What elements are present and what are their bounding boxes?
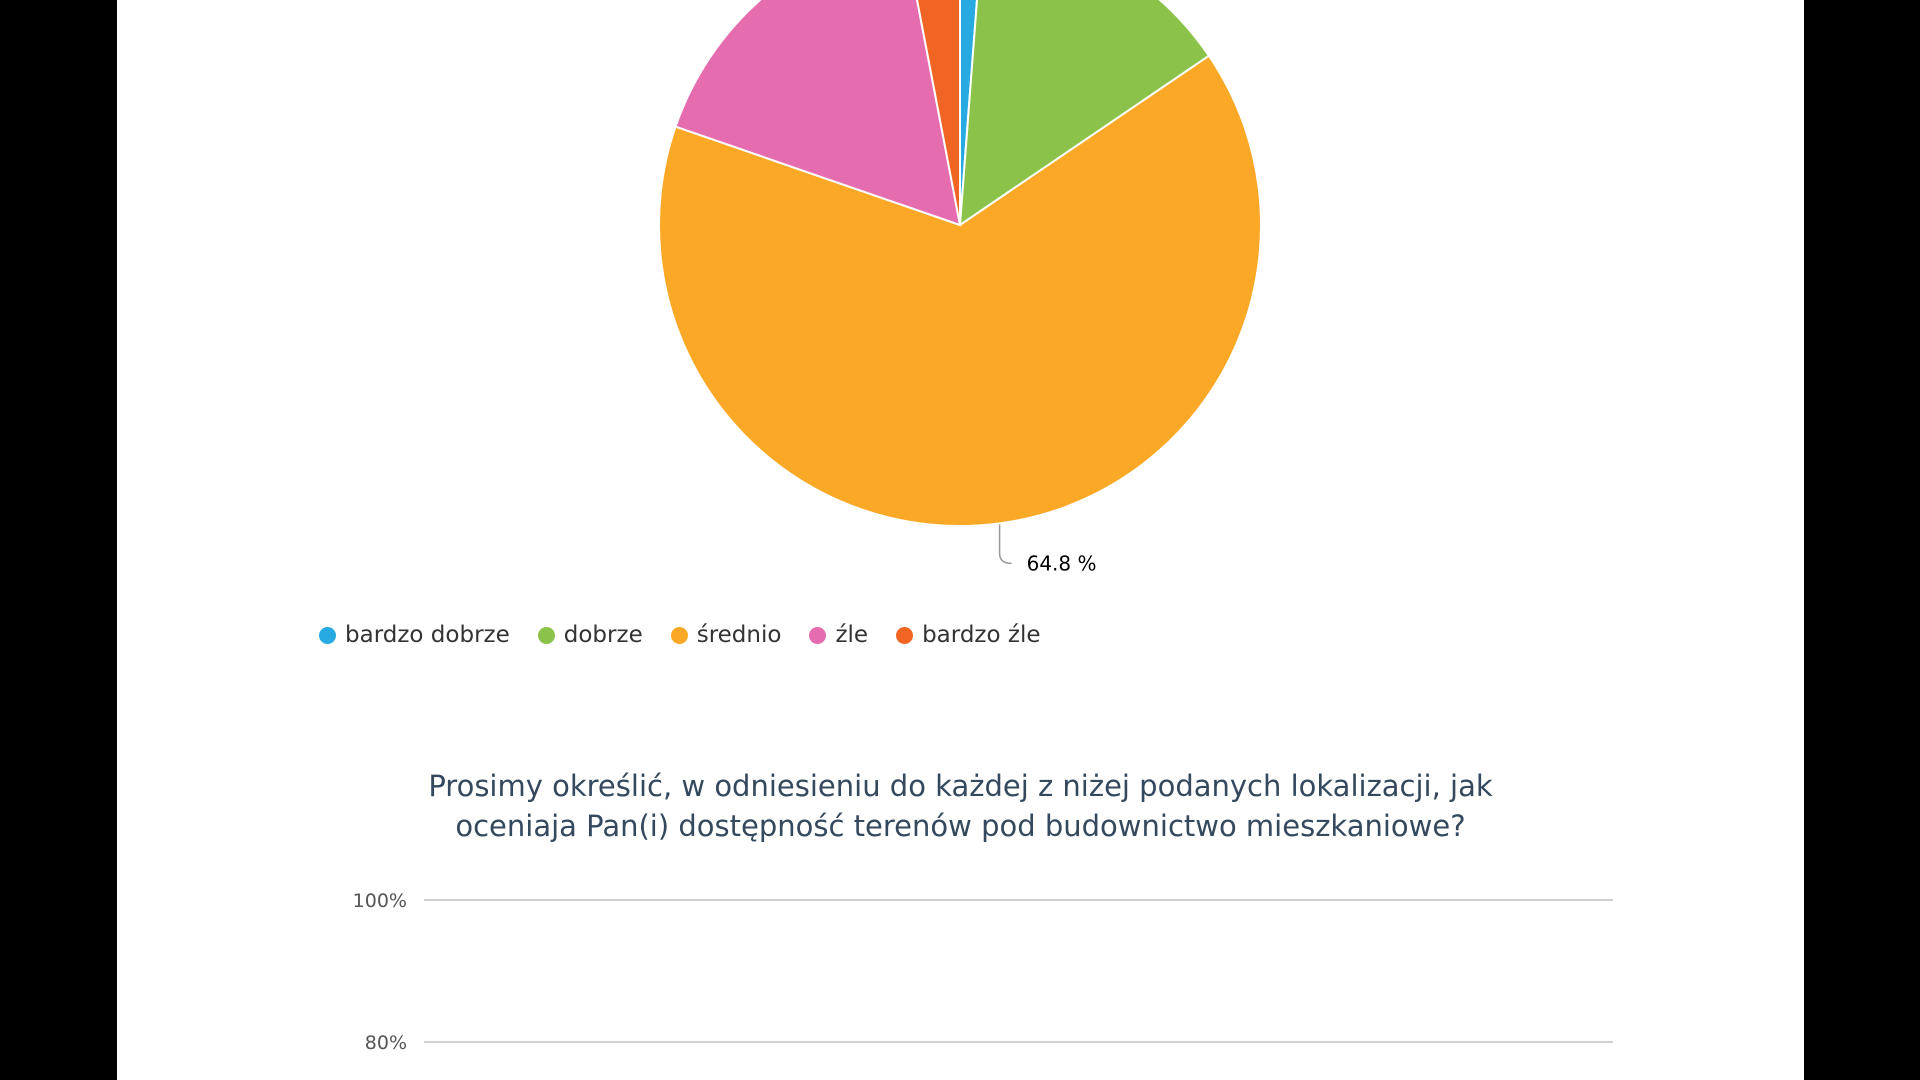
legend-marker-zle bbox=[809, 626, 827, 644]
legend-marker-bardzo-dobrze bbox=[319, 626, 336, 644]
legend-label-bardzo-zle: bardzo źle bbox=[922, 622, 1041, 648]
legend-label-dobrze: dobrze bbox=[563, 622, 643, 648]
bar-chart: 100% 80% bbox=[353, 890, 1613, 1054]
legend-label-bardzo-dobrze: bardzo dobrze bbox=[345, 622, 510, 648]
pie-slice-3[interactable] bbox=[674, 0, 962, 227]
pie-chart: 64.8 % bbox=[658, 0, 1262, 575]
bar-chart-title: Prosimy określić, w odniesieniu do każde… bbox=[117, 766, 1804, 846]
pie-label-connector bbox=[998, 524, 1012, 565]
legend-item-bardzo-dobrze[interactable]: bardzo dobrze bbox=[319, 622, 510, 648]
legend-item-bardzo-zle[interactable]: bardzo źle bbox=[896, 622, 1041, 648]
bar-chart-title-line-2: oceniaja Pan(i) dostępność terenów pod b… bbox=[455, 809, 1466, 843]
pie-legend: bardzo dobrze dobrze średnio źle bardzo … bbox=[319, 620, 1041, 650]
legend-label-srednio: średnio bbox=[696, 622, 782, 648]
report-page: 64.8 % bardzo dobrze dobrze średnio źle … bbox=[117, 0, 1804, 1080]
y-tick-label-0: 100% bbox=[353, 890, 407, 912]
pie-slice-1[interactable] bbox=[958, 0, 1211, 227]
legend-label-zle: źle bbox=[835, 622, 869, 648]
legend-item-srednio[interactable]: średnio bbox=[670, 622, 782, 648]
legend-marker-dobrze bbox=[537, 626, 555, 644]
bar-chart-title-line-1: Prosimy określić, w odniesieniu do każde… bbox=[428, 769, 1493, 803]
legend-item-dobrze[interactable]: dobrze bbox=[537, 622, 643, 648]
legend-item-zle[interactable]: źle bbox=[809, 622, 868, 648]
y-tick-label-1: 80% bbox=[365, 1032, 407, 1054]
pie-slice-4[interactable] bbox=[904, 0, 961, 226]
legend-marker-srednio bbox=[670, 626, 688, 644]
legend-marker-bardzo-zle bbox=[896, 626, 914, 644]
pie-data-label: 64.8 % bbox=[1027, 551, 1097, 575]
